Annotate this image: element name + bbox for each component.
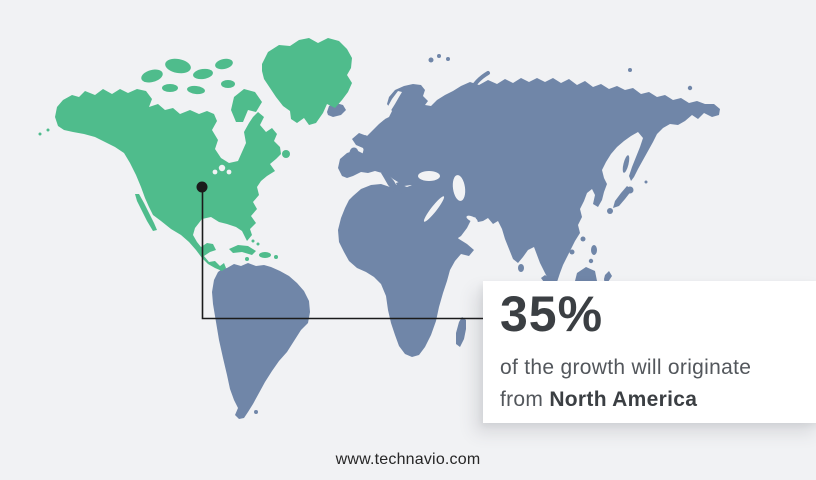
caspian-sea [452,175,466,201]
map-inland-waters [212,91,478,223]
persian-gulf [466,215,478,223]
island-bahamas [251,239,255,243]
region-marker-dot [196,181,208,193]
callout-connector-line [201,191,484,320]
island-new-siberian [628,68,632,72]
stat-line1: of the growth will originate [500,356,752,379]
stat-description: of the growth will originate from North … [500,352,807,416]
island-kyushu [607,208,613,214]
island-falkland [254,410,258,414]
island-wrangel [687,85,693,91]
arctic-island [162,84,178,92]
stat-line2-prefix: from [500,388,550,411]
island-cuba [229,245,256,255]
island-taiwan [580,236,586,242]
island-sicily [388,188,394,194]
island-madagascar [456,317,466,347]
island-sri-lanka [518,264,524,272]
continent-north-america [55,89,281,271]
arctic-island [187,85,205,95]
stat-region-name: North America [549,388,698,411]
island-baffin [231,89,262,122]
island-svalbard-2 [437,54,441,58]
island-aleutian-2 [38,132,42,136]
callout-connector-group [196,181,484,320]
island-iceland [327,103,346,117]
island-honshu [613,186,632,208]
great-lake-2 [226,169,232,175]
great-lake-3 [212,169,218,175]
island-luzon [591,245,597,255]
island-svalbard [428,57,434,63]
island-sakhalin [622,155,630,173]
island-jamaica [245,257,249,261]
arctic-island [141,69,163,83]
island-hainan [569,249,575,255]
island-novaya-zemlya [468,71,490,94]
baltic-sea [381,91,402,120]
island-svalbard-3 [446,57,450,61]
arctic-island [165,58,191,74]
arctic-island [215,58,233,70]
stat-percent: 35% [500,286,604,342]
peninsula-italy [381,171,398,192]
continent-south-america [212,263,310,419]
black-sea [418,171,440,181]
peninsula-greece [396,182,406,194]
island-great-britain [361,135,372,159]
region-north-america [38,38,352,271]
arctic-island [221,80,235,88]
island-newfoundland [282,150,290,158]
island-puerto-rico [274,255,278,259]
island-greenland [262,38,352,125]
peninsula-baja-california [135,194,157,231]
island-hispaniola [259,252,271,258]
region-rest-of-world [212,54,720,419]
continent-eurasia [338,78,720,294]
stat-callout-card: 35% of the growth will originate from No… [483,281,816,423]
island-ireland [349,147,359,159]
red-sea [423,196,445,222]
footer-url[interactable]: www.technavio.com [335,451,481,468]
arctic-island [193,68,213,80]
island-aleutian [46,128,50,132]
continent-africa [338,184,474,357]
island-mindanao [588,258,594,264]
great-lake [218,164,226,172]
island-bahamas-2 [256,242,260,246]
island-kuril [644,180,648,184]
